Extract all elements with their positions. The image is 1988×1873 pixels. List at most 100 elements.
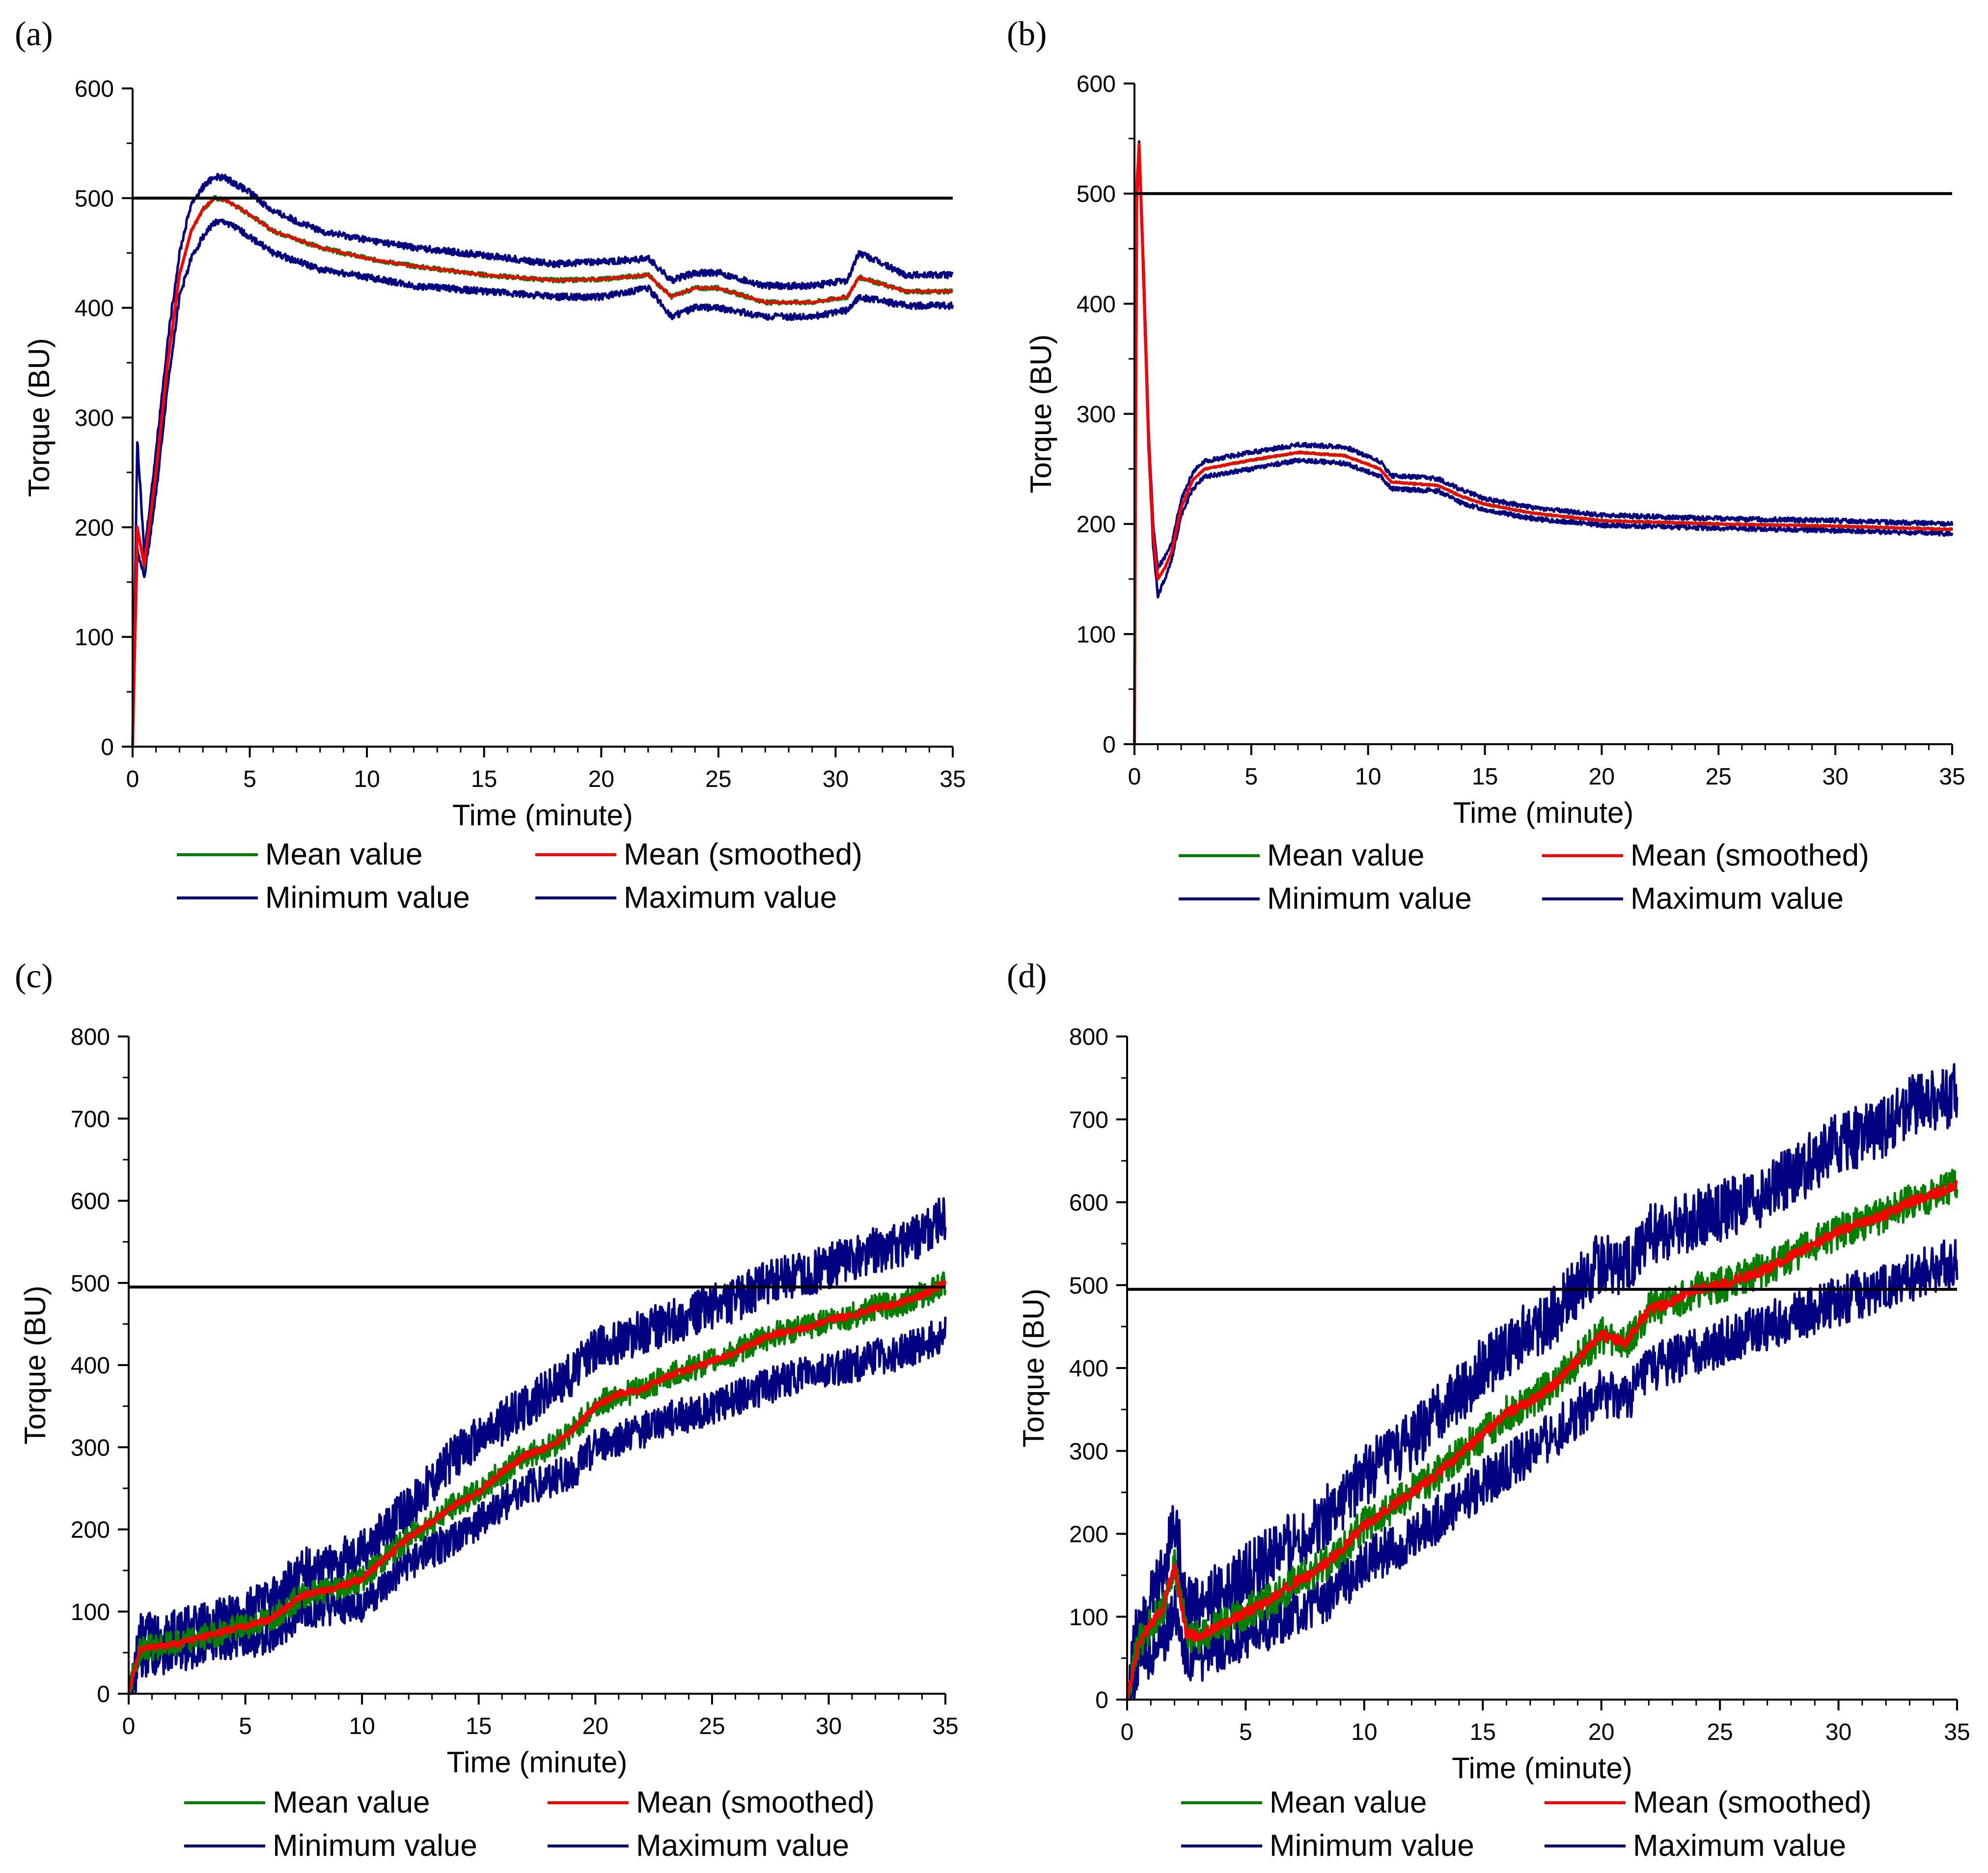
series-line (127, 1197, 947, 1695)
x-tick-label: 30 (816, 1713, 842, 1739)
series-line (1126, 1179, 1959, 1700)
series-line (1133, 146, 1954, 745)
y-tick-label: 0 (1103, 732, 1116, 758)
legend-label: Mean value (265, 838, 423, 871)
y-tick-label: 800 (71, 1024, 110, 1050)
series-line (127, 1280, 947, 1694)
x-tick-label: 5 (239, 1713, 252, 1739)
legend-label: Mean value (273, 1786, 430, 1819)
y-tick-label: 0 (97, 1681, 110, 1707)
legend-label: Mean (smoothed) (624, 838, 862, 871)
legend-item: Maximum value (535, 881, 837, 915)
series-line (127, 1271, 947, 1695)
legend-label: Minimum value (1270, 1829, 1474, 1863)
y-tick-label: 500 (1069, 1273, 1108, 1299)
x-tick-label: 25 (1706, 764, 1732, 790)
x-tick-label: 30 (1822, 764, 1848, 790)
y-axis-label: Torque (BU) (1017, 1288, 1050, 1447)
y-axis-label: Torque (BU) (23, 338, 55, 497)
series-line (131, 196, 954, 747)
x-tick-label: 0 (1121, 1719, 1134, 1745)
legend-item: Maximum value (548, 1829, 849, 1863)
legend-item: Mean (smoothed) (548, 1786, 875, 1819)
y-tick-label: 0 (101, 734, 114, 760)
x-tick-label: 20 (1588, 1719, 1614, 1745)
x-tick-label: 15 (471, 766, 497, 792)
legend-label: Mean value (1270, 1786, 1427, 1819)
legend-label: Mean value (1267, 839, 1425, 872)
legend-item: Maximum value (1542, 882, 1844, 916)
x-tick-label: 0 (1128, 764, 1141, 790)
x-tick-label: 30 (823, 766, 849, 792)
legend-label: Maximum value (636, 1829, 849, 1863)
x-tick-label: 20 (1589, 764, 1615, 790)
legend-item: Mean (smoothed) (535, 838, 862, 871)
legend-item: Mean (smoothed) (1545, 1786, 1872, 1819)
x-tick-label: 0 (122, 1713, 136, 1739)
legend-label: Minimum value (273, 1829, 477, 1863)
legend-item: Mean value (1179, 839, 1425, 872)
y-tick-label: 100 (1069, 1604, 1108, 1630)
chart-panel-1: (b) 0 5 10 15 20 25 30 35 0 100 200 300 400 500 600 Time… (1007, 15, 1965, 916)
panel-label: (d) (1007, 957, 1047, 995)
y-tick-label: 300 (75, 405, 114, 431)
series-line (1133, 140, 1954, 745)
series-line (1126, 1169, 1959, 1701)
x-tick-label: 25 (699, 1713, 725, 1739)
legend-item: Minimum value (1181, 1829, 1474, 1863)
y-tick-label: 200 (1069, 1522, 1108, 1548)
legend-item: Maximum value (1545, 1829, 1846, 1863)
y-tick-label: 100 (75, 625, 114, 651)
legend-item: Minimum value (177, 881, 470, 915)
series-line (1133, 143, 1954, 745)
y-axis-label: Torque (BU) (1024, 335, 1057, 493)
x-tick-label: 35 (932, 1713, 958, 1739)
y-tick-label: 500 (1077, 181, 1116, 207)
x-tick-label: 35 (939, 766, 966, 792)
x-tick-label: 10 (1355, 764, 1381, 790)
x-tick-label: 5 (1239, 1719, 1252, 1745)
legend-label: Mean (smoothed) (1633, 1786, 1872, 1819)
y-tick-label: 700 (1069, 1107, 1108, 1133)
chart-panel-0: (a) 0 5 10 15 20 25 30 35 0 100 200 300 400 500 600 Time… (15, 15, 966, 915)
x-tick-label: 35 (1944, 1719, 1970, 1745)
x-tick-label: 10 (354, 766, 380, 792)
y-tick-label: 400 (71, 1353, 110, 1379)
chart-panel-2: (c) 0 5 10 15 20 25 30 35 0 100 200 300 400 500 600 700 8… (15, 957, 959, 1863)
x-tick-label: 30 (1825, 1719, 1851, 1745)
legend-label: Maximum value (624, 881, 837, 915)
x-tick-label: 20 (582, 1713, 608, 1739)
legend-label: Maximum value (1630, 882, 1844, 916)
legend-label: Mean (smoothed) (636, 1786, 875, 1819)
legend-item: Minimum value (184, 1829, 477, 1863)
series-line (127, 1316, 947, 1695)
x-tick-label: 0 (126, 766, 139, 792)
legend-item: Mean value (184, 1786, 430, 1819)
legend-item: Minimum value (1179, 882, 1472, 916)
panel-label: (c) (15, 957, 53, 995)
legend-label: Minimum value (265, 881, 470, 915)
y-tick-label: 500 (75, 186, 114, 212)
y-tick-label: 200 (71, 1517, 110, 1543)
x-tick-label: 5 (1245, 764, 1258, 790)
x-tick-label: 15 (466, 1713, 492, 1739)
panel-label: (a) (15, 15, 53, 53)
y-tick-label: 700 (71, 1106, 110, 1132)
legend-label: Mean (smoothed) (1630, 839, 1869, 872)
y-tick-label: 200 (75, 515, 114, 541)
y-tick-label: 600 (1069, 1190, 1108, 1216)
x-tick-label: 25 (705, 766, 731, 792)
x-tick-label: 15 (1470, 1719, 1496, 1745)
legend-label: Minimum value (1267, 882, 1472, 916)
y-tick-label: 400 (1077, 291, 1116, 317)
y-tick-label: 300 (1069, 1439, 1108, 1465)
y-tick-label: 100 (1077, 622, 1116, 648)
x-axis-label: Time (minute) (1452, 1752, 1632, 1785)
series-line (131, 172, 954, 747)
x-tick-label: 35 (1939, 764, 1965, 790)
legend-label: Maximum value (1633, 1829, 1846, 1863)
x-axis-label: Time (minute) (452, 799, 633, 832)
x-tick-label: 20 (588, 766, 614, 792)
x-tick-label: 10 (1351, 1719, 1377, 1745)
